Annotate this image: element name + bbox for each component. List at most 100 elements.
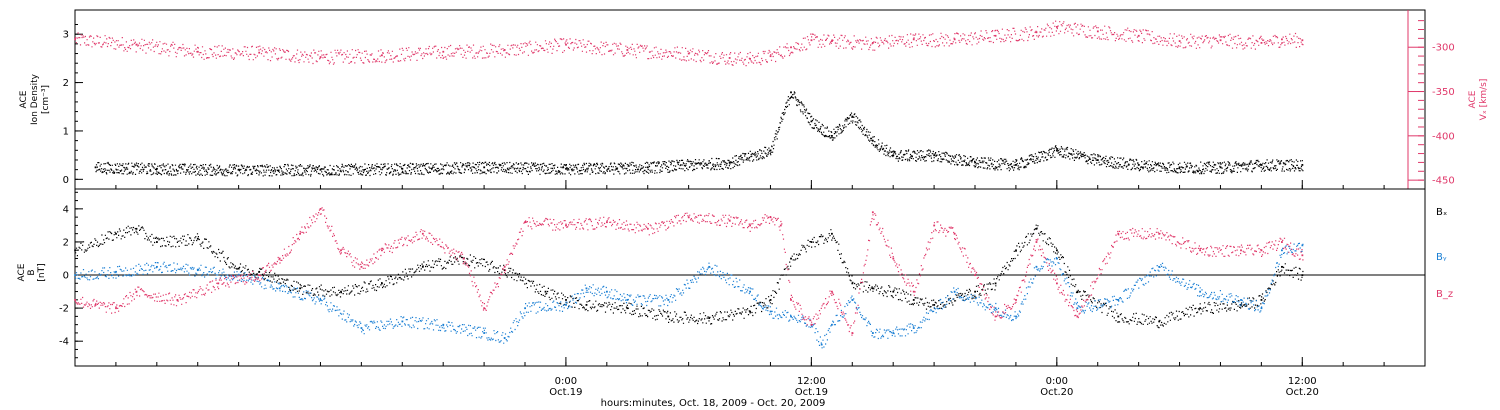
bz-series-point xyxy=(912,290,915,293)
by-series-point xyxy=(871,332,874,334)
density-series-point xyxy=(319,168,322,171)
bz-series-point xyxy=(974,274,976,277)
by-series-point xyxy=(667,299,670,301)
x-tick-date-label: Oct.20 xyxy=(1040,387,1073,398)
bz-series-point xyxy=(565,224,567,227)
by-series-point xyxy=(237,274,240,277)
density-series-point xyxy=(790,91,792,94)
by-series-point xyxy=(585,287,588,290)
bx-series-point xyxy=(810,241,813,243)
bottom-left-tick-label: 4 xyxy=(63,204,69,215)
bz-series-point xyxy=(1301,254,1304,257)
bz-series-point xyxy=(360,265,363,268)
bz-series-point xyxy=(606,221,608,224)
bz-series-point xyxy=(728,219,731,222)
density-series-point xyxy=(1096,159,1099,161)
velocity-series-point xyxy=(749,57,751,60)
bz-series-point xyxy=(790,299,792,301)
top-left-tick-label: 2 xyxy=(63,78,69,89)
bz-series-point xyxy=(1281,241,1283,243)
density-series-point xyxy=(728,161,731,164)
bz-series-point xyxy=(462,257,465,260)
bz-series-point xyxy=(278,257,281,260)
density-series-point xyxy=(1219,166,1222,169)
velocity-series-point xyxy=(1219,39,1222,42)
bx-series-point xyxy=(156,241,158,243)
velocity-series-point xyxy=(1281,38,1283,41)
bx-series-point xyxy=(749,310,751,313)
density-series xyxy=(94,91,1304,177)
bx-series-point xyxy=(565,299,567,301)
velocity-series-point xyxy=(953,38,956,41)
velocity-series-point xyxy=(1260,41,1263,44)
density-series-points xyxy=(95,91,1304,177)
velocity-series-points xyxy=(75,20,1304,67)
by-series-point xyxy=(1281,249,1283,252)
x-axis: 0:00Oct.1912:00Oct.190:00Oct.2012:00Oct.… xyxy=(74,180,1426,398)
velocity-series-point xyxy=(810,39,813,42)
top-left-axis-label-line: Ion Density xyxy=(30,73,40,125)
bx-series-point xyxy=(892,290,895,293)
bx-series-point xyxy=(544,290,547,293)
bz-series-point xyxy=(421,232,424,235)
bottom-left-tick-label: 0 xyxy=(63,271,69,282)
bx-series-point xyxy=(135,227,138,230)
by-series-point xyxy=(1158,265,1161,268)
bz-series-point xyxy=(871,211,874,214)
velocity-series-point xyxy=(994,34,997,37)
by-series-point xyxy=(1301,244,1304,247)
by-series-point xyxy=(503,337,506,339)
bx-series-point xyxy=(851,282,854,285)
bx-series-point xyxy=(626,307,629,310)
bottom-left-axis: 4 2 0 -2 -4 xyxy=(59,191,83,359)
bz-series-point xyxy=(779,224,782,227)
by-series-point xyxy=(1015,315,1017,318)
density-series-point xyxy=(646,166,649,169)
velocity-series-point xyxy=(728,57,731,59)
by-series-point xyxy=(278,287,281,290)
by-series-point xyxy=(769,310,772,313)
bottom-left-axis-label-line: [nT] xyxy=(37,263,47,281)
top-right-tick-label: -300 xyxy=(1432,43,1455,54)
velocity-series-point xyxy=(442,50,445,53)
by-series-point xyxy=(749,290,751,293)
density-series-point xyxy=(483,166,486,169)
legend-entry: B_z xyxy=(1436,289,1453,300)
by-series-point xyxy=(115,270,117,273)
bz-series-point xyxy=(503,265,506,268)
density-series-point xyxy=(565,167,567,170)
bz-series-point xyxy=(217,282,220,285)
bx-series-point xyxy=(503,269,506,272)
velocity-series xyxy=(74,20,1304,67)
by-series-point xyxy=(1035,265,1038,268)
bz-series-point xyxy=(74,299,76,301)
by-series-point xyxy=(708,265,711,268)
bz-series-point xyxy=(524,221,526,224)
velocity-series-point xyxy=(1301,39,1304,42)
velocity-series-point xyxy=(1137,34,1140,37)
bx-series-point xyxy=(790,257,792,260)
bx-series-point xyxy=(585,303,588,306)
by-series-point xyxy=(401,320,404,323)
bx-series-point xyxy=(871,287,874,290)
density-series-point xyxy=(851,115,854,118)
density-series-point xyxy=(810,120,813,123)
by-series-point xyxy=(319,299,322,301)
by-series-point xyxy=(831,323,833,326)
by-series-point xyxy=(360,327,363,329)
velocity-series-point xyxy=(1178,40,1181,43)
top-left-tick-label: 0 xyxy=(63,175,69,186)
top-left-axis-label-line: [cm⁻³] xyxy=(41,85,51,114)
velocity-series-point xyxy=(565,43,567,46)
x-tick-time-label: 12:00 xyxy=(797,376,826,387)
velocity-series-point xyxy=(687,52,690,55)
velocity-series-point xyxy=(1035,31,1038,34)
by-series-point xyxy=(524,307,526,310)
bx-series-point xyxy=(299,287,301,290)
bx-series-point xyxy=(196,237,199,240)
bx-series-point xyxy=(115,232,117,235)
top-left-axis: 0 1 2 3 xyxy=(63,24,83,186)
bz-series-point xyxy=(1199,249,1201,252)
velocity-series-point xyxy=(135,43,138,46)
density-series-point xyxy=(401,167,404,170)
